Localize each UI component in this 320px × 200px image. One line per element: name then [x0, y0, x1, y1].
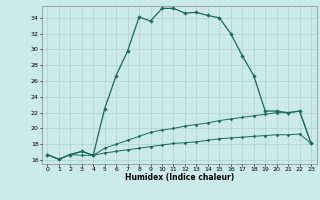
X-axis label: Humidex (Indice chaleur): Humidex (Indice chaleur) — [124, 173, 234, 182]
